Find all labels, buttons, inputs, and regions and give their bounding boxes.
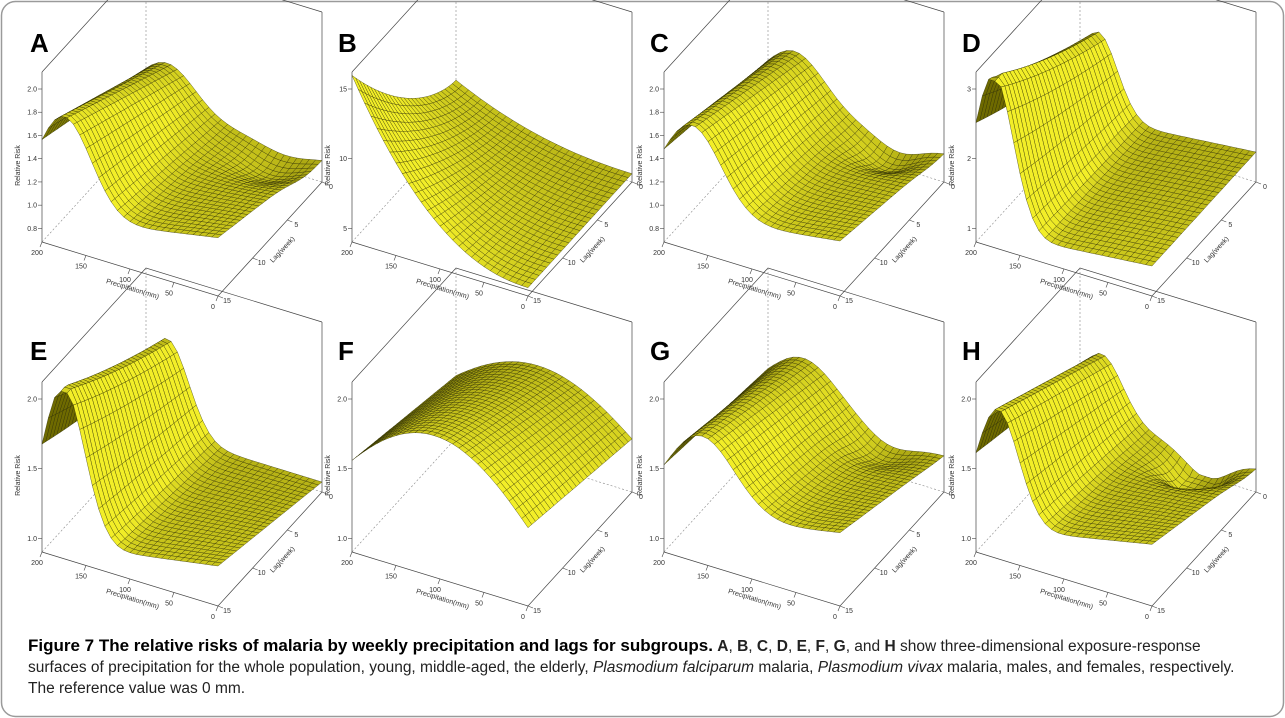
x-tick-label: 50 <box>1099 291 1107 298</box>
x-tick-label: 0 <box>211 304 215 311</box>
y-tick-label: 15 <box>845 298 853 305</box>
z-tick-label: 1.0 <box>337 536 347 543</box>
z-tick-label: 1.2 <box>649 179 659 186</box>
z-tick-label: 1.6 <box>27 133 37 140</box>
x-tick-label: 50 <box>475 601 483 608</box>
surface-mesh <box>351 74 633 288</box>
x-tick-label: 200 <box>653 250 665 257</box>
x-tick-label: 200 <box>965 250 977 257</box>
x-tick-label: 50 <box>165 291 173 298</box>
z-tick-label: 5 <box>343 226 347 233</box>
x-tick-label: 200 <box>341 250 353 257</box>
x-tick-label: 0 <box>521 614 525 621</box>
z-axis-label: Relative Risk <box>15 455 22 496</box>
z-tick-label: 1.0 <box>27 203 37 210</box>
z-axis-label: Relative Risk <box>15 145 22 186</box>
y-tick-label: 15 <box>533 298 541 305</box>
z-axis-label: Relative Risk <box>949 145 956 186</box>
z-tick-label: 1.0 <box>649 203 659 210</box>
y-tick-label: 10 <box>880 260 888 267</box>
y-tick-label: 15 <box>223 298 231 305</box>
y-tick <box>321 181 328 185</box>
z-tick-label: 1.8 <box>649 110 659 117</box>
x-tick-label: 50 <box>165 601 173 608</box>
x-tick-label: 50 <box>787 291 795 298</box>
x-tick-label: 50 <box>475 291 483 298</box>
y-tick-label: 0 <box>1263 184 1267 191</box>
z-tick-label: 1.5 <box>27 466 37 473</box>
y-tick-label: 5 <box>604 222 608 229</box>
surface-facet <box>211 233 223 238</box>
x-tick-label: 150 <box>75 574 87 581</box>
y-tick-label: 15 <box>1157 298 1165 305</box>
y-tick-label: 0 <box>329 184 333 191</box>
y-tick-label: 10 <box>568 570 576 577</box>
z-tick-label: 1.4 <box>649 156 659 163</box>
y-tick-label: 10 <box>258 570 266 577</box>
z-tick-label: 2.0 <box>337 397 347 404</box>
x-tick-label: 150 <box>1009 264 1021 271</box>
z-tick-label: 1 <box>967 226 971 233</box>
y-tick-label: 5 <box>604 532 608 539</box>
x-tick-label: 150 <box>385 264 397 271</box>
y-tick-label: 10 <box>1192 260 1200 267</box>
x-tick-label: 200 <box>31 250 43 257</box>
z-tick-label: 0.8 <box>27 226 37 233</box>
y-tick-label: 15 <box>533 608 541 615</box>
x-tick-label: 150 <box>75 264 87 271</box>
x-tick-label: 150 <box>697 264 709 271</box>
x-tick <box>83 255 87 261</box>
y-tick-label: 5 <box>916 222 920 229</box>
z-tick-label: 2.0 <box>649 87 659 94</box>
y-tick <box>252 257 258 261</box>
z-tick-label: 3 <box>967 87 971 94</box>
x-tick-label: 0 <box>1145 304 1149 311</box>
box-top-edge <box>351 0 633 73</box>
z-tick-label: 1.5 <box>337 466 347 473</box>
surface-mesh <box>41 62 323 238</box>
z-tick-label: 10 <box>339 156 347 163</box>
z-tick-label: 0.8 <box>649 226 659 233</box>
box-top-edge <box>41 0 323 73</box>
z-axis-label: Relative Risk <box>637 145 644 186</box>
x-tick-label: 0 <box>211 614 215 621</box>
x-tick-label: 150 <box>385 574 397 581</box>
z-axis-label: Relative Risk <box>325 455 332 496</box>
y-tick-label: 10 <box>258 260 266 267</box>
z-tick-label: 15 <box>339 87 347 94</box>
z-tick-label: 2.0 <box>27 397 37 404</box>
y-tick-label: 10 <box>568 260 576 267</box>
y-tick <box>287 219 293 223</box>
x-tick <box>39 241 43 248</box>
x-tick <box>215 295 219 302</box>
x-tick <box>127 268 131 275</box>
y-tick-label: 15 <box>223 608 231 615</box>
x-tick-label: 200 <box>341 560 353 567</box>
y-tick-label: 5 <box>294 222 298 229</box>
x-tick <box>171 282 175 288</box>
x-tick-label: 0 <box>833 304 837 311</box>
x-tick-label: 200 <box>31 560 43 567</box>
z-tick-label: 2 <box>967 156 971 163</box>
y-tick <box>217 295 224 299</box>
y-tick-label: 5 <box>294 532 298 539</box>
x-tick-label: 0 <box>521 304 525 311</box>
z-axis-label: Relative Risk <box>325 145 332 186</box>
z-tick-label: 1.6 <box>649 133 659 140</box>
z-tick-label: 1.2 <box>27 179 37 186</box>
z-tick-label: 1.4 <box>27 156 37 163</box>
z-tick-label: 2.0 <box>27 87 37 94</box>
z-tick-label: 1.0 <box>27 536 37 543</box>
z-tick-label: 1.8 <box>27 110 37 117</box>
y-tick-label: 5 <box>1228 222 1232 229</box>
x-tick-label: 100 <box>119 277 131 284</box>
